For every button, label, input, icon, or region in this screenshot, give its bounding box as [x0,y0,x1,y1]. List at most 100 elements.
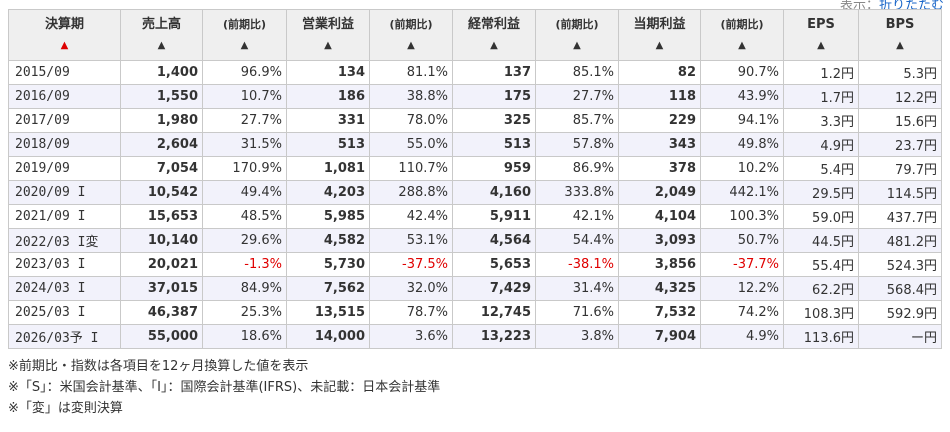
value-cell: 32.0% [369,276,453,301]
table-row: 2016/09 1,550 10.7% 186 38.8% 175 27.7% 118 43.9… [8,84,942,109]
sort-arrow-icon[interactable]: ▲ [573,40,581,51]
column-header-label: 経常利益 [467,17,520,32]
value-cell: 175 [452,84,536,109]
column-header-label: 決算期 [44,17,84,32]
value-cell: 568.4円 [858,276,942,301]
value-cell: 442.1% [700,180,784,205]
value-cell: 114.5円 [858,180,942,205]
sort-arrow-icon[interactable]: ▲ [240,40,249,51]
value-cell: -1.3% [202,252,287,277]
table-row: 2024/03 I 37,015 84.9% 7,562 32.0% 7,429 31.4%… [8,276,942,301]
column-header: BPS ▲ [858,9,942,61]
period-cell: 2022/03 I変 [8,228,121,253]
value-cell: 86.9% [535,156,619,181]
value-cell: 62.2円 [783,276,859,301]
value-cell: -37.7% [700,252,784,277]
sort-arrow-icon[interactable]: ▲ [407,40,415,51]
value-cell: 10.7% [202,84,287,109]
value-cell: 481.2円 [858,228,942,253]
value-cell: 378 [618,156,701,181]
value-cell: -38.1% [535,252,619,277]
column-header-label: 売上高 [141,17,181,32]
value-cell: 81.1% [369,60,453,85]
value-cell: 325 [452,108,536,133]
value-cell: 42.1% [535,204,619,229]
table-row: 2020/09 I 10,542 49.4% 4,203 288.8% 4,160 333.… [8,180,942,205]
column-header: 売上高 ▲ [120,9,203,61]
period-cell: 2026/03予 I [8,324,121,349]
column-header: (前期比) ▲ [369,9,453,61]
value-cell: 57.8% [535,132,619,157]
value-cell: 10,542 [120,180,203,205]
value-cell: 48.5% [202,204,287,229]
footnote: ※「S」：米国会計基準、「I」：国際会計基準(IFRS)、未記載：日本会計基準 [8,380,441,395]
footnotes: ※前期比・指数は各項目を12ヶ月換算した値を表示 ※「S」：米国会計基準、「I」… [8,356,440,419]
column-header: 経常利益 ▲ [452,9,536,61]
column-header-label: (前期比) [222,18,267,31]
value-cell: 79.7円 [858,156,942,181]
sort-arrow-icon[interactable]: ▲ [324,40,332,51]
value-cell: 85.1% [535,60,619,85]
period-cell: 2021/09 I [8,204,121,229]
value-cell: 55.4円 [783,252,859,277]
value-cell: 1.7円 [783,84,859,109]
column-header-label: (前期比) [720,18,764,31]
sort-arrow-icon[interactable]: ▲ [490,40,498,51]
period-cell: 2016/09 [8,84,121,109]
value-cell: 110.7% [369,156,453,181]
value-cell: 331 [286,108,370,133]
value-cell: 134 [286,60,370,85]
value-cell: 170.9% [202,156,287,181]
value-cell: 2,049 [618,180,701,205]
sort-arrow-icon[interactable]: ▲ [157,40,166,51]
value-cell: 4.9% [700,324,784,349]
table-row: 2025/03 I 46,387 25.3% 13,515 78.7% 12,745 71.… [8,300,942,325]
value-cell: 343 [618,132,701,157]
table-row: 2019/09 7,054 170.9% 1,081 110.7% 959 86.9% 378… [8,156,942,181]
value-cell: 1,980 [120,108,203,133]
value-cell: 44.5円 [783,228,859,253]
table-row: 2026/03予 I 55,000 18.6% 14,000 3.6% 13,223 3.8… [8,324,942,349]
value-cell: 7,429 [452,276,536,301]
period-cell: 2025/03 I [8,300,121,325]
value-cell: 4,160 [452,180,536,205]
value-cell: 10.2% [700,156,784,181]
column-header-label: 営業利益 [301,17,354,32]
table-row: 2015/09 1,400 96.9% 134 81.1% 137 85.1% 82 90.7%… [8,60,942,85]
column-header: 決算期 ▲ [8,9,121,61]
value-cell: 15.6円 [858,108,942,133]
value-cell: 7,532 [618,300,701,325]
value-cell: 5.3円 [858,60,942,85]
period-cell: 2017/09 [8,108,121,133]
column-header: 営業利益 ▲ [286,9,370,61]
sort-arrow-icon[interactable]: ▲ [60,40,69,51]
footnote: ※「変」は変則決算 [8,401,123,416]
table-body: 2015/09 1,400 96.9% 134 81.1% 137 85.1% 82 90.7%… [8,60,942,349]
value-cell: 31.5% [202,132,287,157]
value-cell: 15,653 [120,204,203,229]
value-cell: 10,140 [120,228,203,253]
table-row: 2018/09 2,604 31.5% 513 55.0% 513 57.8% 343 49.8… [8,132,942,157]
value-cell: 524.3円 [858,252,942,277]
value-cell: 7,054 [120,156,203,181]
sort-arrow-icon[interactable]: ▲ [738,40,746,51]
column-header: (前期比) ▲ [700,9,784,61]
value-cell: 5,653 [452,252,536,277]
value-cell: 59.0円 [783,204,859,229]
sort-arrow-icon[interactable]: ▲ [655,40,664,51]
value-cell: 229 [618,108,701,133]
value-cell: 82 [618,60,701,85]
value-cell: 5,730 [286,252,370,277]
value-cell: 25.3% [202,300,287,325]
value-cell: 513 [452,132,536,157]
sort-arrow-icon[interactable]: ▲ [896,40,904,51]
value-cell: 2,604 [120,132,203,157]
value-cell: 3,856 [618,252,701,277]
column-header: (前期比) ▲ [202,9,287,61]
value-cell: 437.7円 [858,204,942,229]
value-cell: 5.4円 [783,156,859,181]
value-cell: 108.3円 [783,300,859,325]
sort-arrow-icon[interactable]: ▲ [817,40,825,51]
value-cell: 27.7% [202,108,287,133]
value-cell: 38.8% [369,84,453,109]
